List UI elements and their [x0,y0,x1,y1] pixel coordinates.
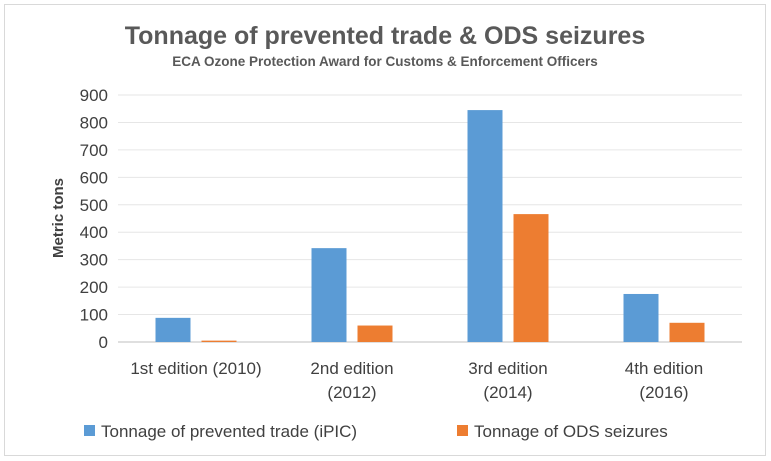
y-tick-label: 900 [80,86,108,105]
bar-prevented-trade [467,110,503,342]
x-tick-label: (2012) [327,383,376,402]
x-tick-label: 3rd edition [468,359,547,378]
bar-ods-seizures [201,340,237,342]
y-tick-label: 400 [80,223,108,242]
chart-frame [4,4,766,456]
legend-swatch [84,425,95,436]
y-tick-label: 300 [80,251,108,270]
x-tick-label: 2nd edition [310,359,393,378]
y-tick-label: 100 [80,306,108,325]
y-axis-ticks: 0 100 200 300 400 500 600 700 800 900 [80,86,108,352]
legend-label: Tonnage of ODS seizures [474,422,668,441]
x-axis-ticks: 1st edition (2010) 2nd edition (2012) 3rd e… [130,359,703,402]
bar-ods-seizures [357,325,393,342]
x-tick-label: (2016) [639,383,688,402]
chart-title: Tonnage of prevented trade & ODS seizure… [125,22,645,50]
y-tick-label: 700 [80,141,108,160]
legend: Tonnage of prevented trade (iPIC) Tonnage… [84,422,668,441]
x-tick-label: 4th edition [625,359,703,378]
y-tick-label: 800 [80,113,108,132]
y-tick-label: 500 [80,196,108,215]
bar-prevented-trade [155,317,191,342]
bar-prevented-trade [311,248,347,342]
bar-prevented-trade [623,293,659,342]
legend-label: Tonnage of prevented trade (iPIC) [101,422,357,441]
chart-subtitle: ECA Ozone Protection Award for Customs &… [172,54,598,69]
x-tick-label: 1st edition (2010) [130,359,261,378]
y-tick-label: 200 [80,278,108,297]
y-axis-label: Metric tons [50,178,67,258]
legend-swatch [457,425,468,436]
bar-ods-seizures [513,214,549,342]
y-tick-label: 0 [99,333,108,352]
bars [155,110,705,342]
bar-ods-seizures [669,322,705,342]
x-tick-label: (2014) [483,383,532,402]
y-tick-label: 600 [80,168,108,187]
